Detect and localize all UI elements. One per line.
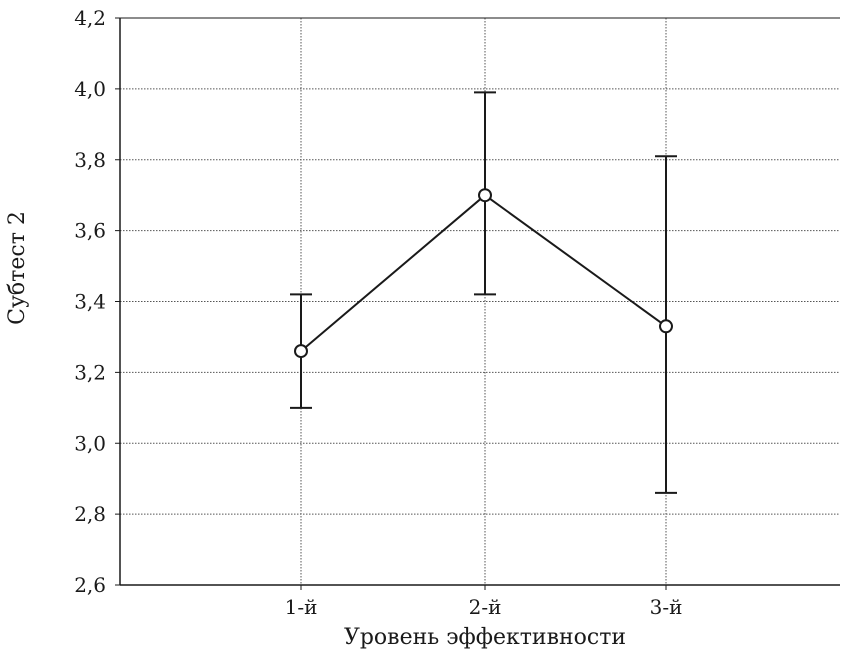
- series-line: [300, 193, 667, 352]
- x-tick-labels: 1-й 2-й 3-й: [285, 595, 683, 619]
- x-tick-label: 3-й: [650, 595, 683, 619]
- y-tick-label: 3,6: [74, 219, 106, 243]
- x-tick-label: 1-й: [285, 595, 318, 619]
- data-point: [659, 319, 673, 334]
- data-point: [294, 344, 308, 359]
- x-axis-label: Уровень эффективности: [344, 625, 626, 650]
- y-tick-label: 4,2: [74, 6, 106, 30]
- y-tick-label: 4,0: [74, 77, 106, 101]
- data-point: [478, 188, 492, 203]
- y-tick-label: 3,2: [74, 360, 106, 384]
- y-tick-label: 3,0: [74, 431, 106, 455]
- y-tick-labels: 2,6 2,8 3,0 3,2 3,4 3,6 3,8 4,0 4,2: [74, 6, 106, 597]
- grid: [120, 18, 840, 585]
- y-tick-label: 2,6: [74, 573, 106, 597]
- y-tick-label: 2,8: [74, 502, 106, 526]
- x-tick-label: 2-й: [469, 595, 502, 619]
- y-tick-label: 3,4: [74, 290, 106, 314]
- axes: [115, 17, 840, 590]
- y-axis-label: Субтест 2: [5, 211, 30, 325]
- series: [294, 188, 673, 359]
- y-tick-label: 3,8: [74, 148, 106, 172]
